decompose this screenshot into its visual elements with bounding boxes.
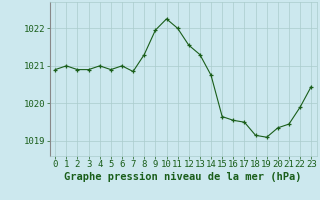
X-axis label: Graphe pression niveau de la mer (hPa): Graphe pression niveau de la mer (hPa): [64, 172, 302, 182]
